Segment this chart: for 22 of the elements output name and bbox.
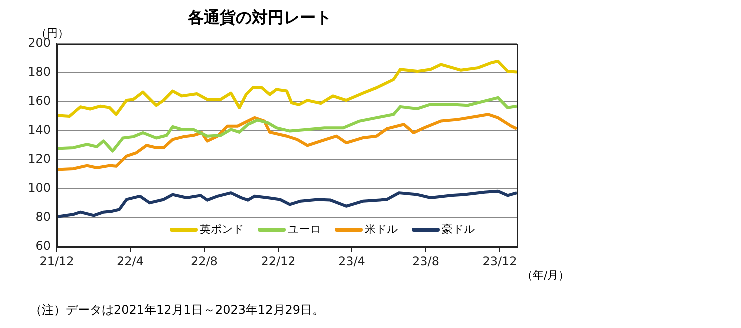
legend-label: 英ポンド <box>200 222 244 237</box>
y-tick-label: 80 <box>36 210 51 224</box>
y-tick-label: 120 <box>28 152 51 166</box>
y-tick-label: 100 <box>28 181 51 196</box>
y-tick-label: 200 <box>28 36 51 50</box>
x-tick-label: 22/8 <box>190 254 218 268</box>
x-tick-label: 21/12 <box>40 254 74 268</box>
x-axis-title: （年/月） <box>522 268 570 283</box>
legend-label: ユーロ <box>288 222 321 237</box>
y-tick-label: 180 <box>28 65 51 80</box>
x-tick-label: 23/8 <box>412 254 440 268</box>
y-tick-label: 160 <box>28 94 51 108</box>
y-tick-label: 140 <box>28 123 51 138</box>
x-tick-label: 23/12 <box>482 254 518 268</box>
x-tick-label: 23/4 <box>338 254 366 268</box>
legend-label: 豪ドル <box>442 222 475 237</box>
legend-label: 米ドル <box>365 222 398 237</box>
chart-title: 各通貨の対円レート <box>186 8 333 29</box>
y-tick-label: 60 <box>36 239 51 254</box>
x-tick-label: 22/4 <box>116 254 144 268</box>
text: （注）データは2021年12月1日～2023年12月29日。 <box>30 302 325 319</box>
x-tick-label: 22/12 <box>261 254 296 268</box>
